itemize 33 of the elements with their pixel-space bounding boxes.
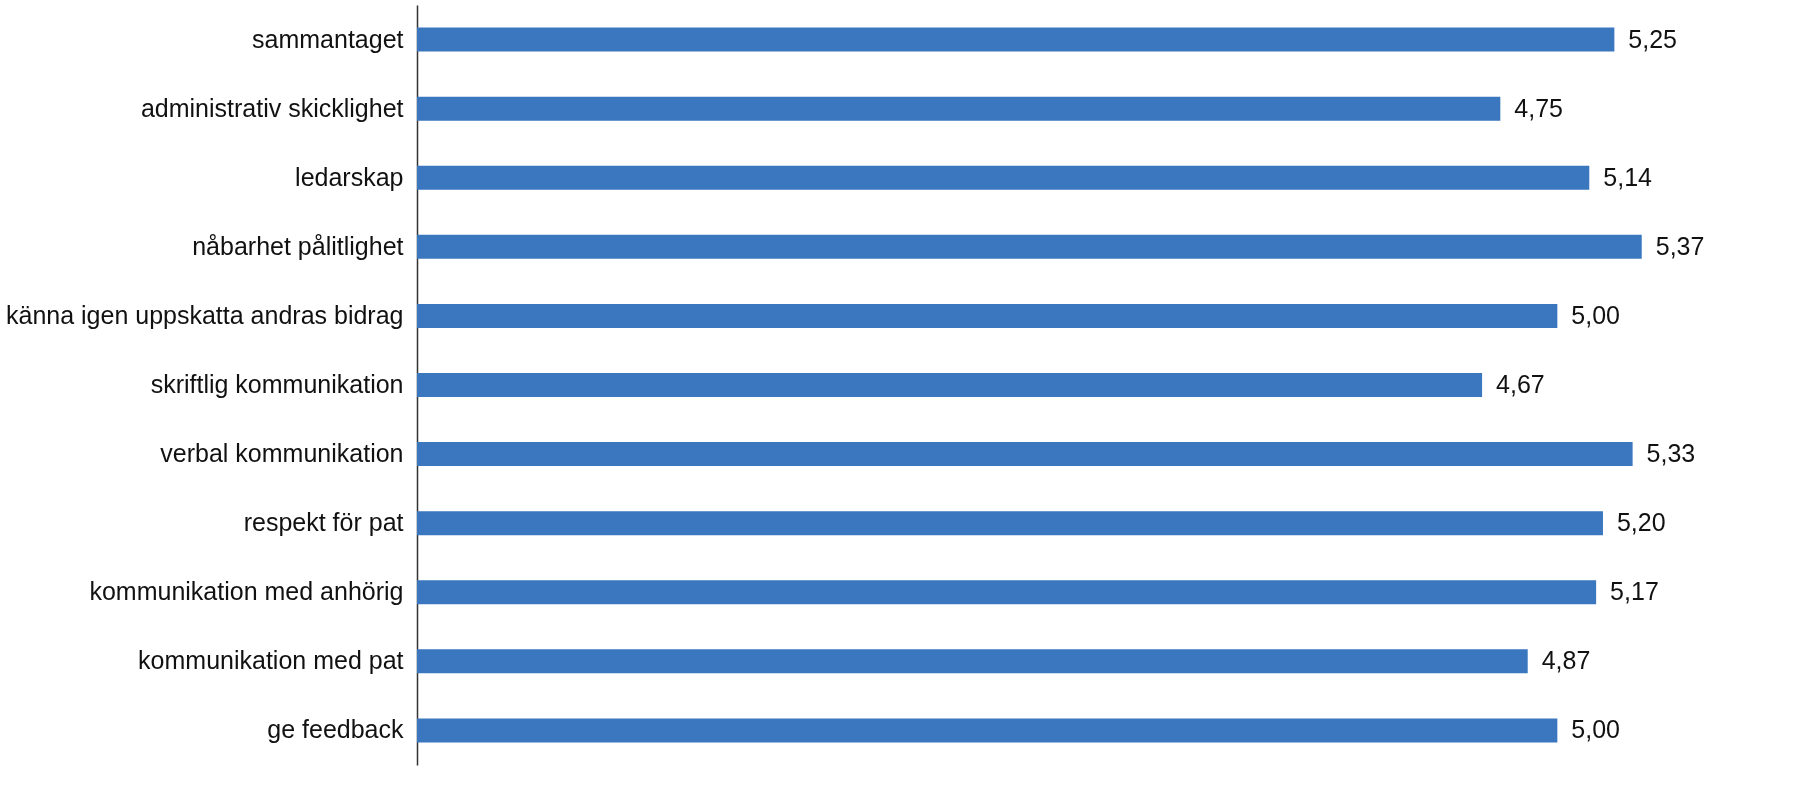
- bar: [417, 303, 1558, 328]
- bar: [417, 511, 1603, 536]
- y-tick-label: respekt för pat: [243, 508, 404, 537]
- data-label: 5,33: [1646, 439, 1696, 468]
- bar: [417, 649, 1528, 674]
- y-tick-label: känna igen uppskatta andras bidrag: [5, 300, 404, 329]
- bar: [417, 373, 1483, 397]
- y-tick-label: administrativ skicklighet: [140, 93, 404, 122]
- data-label: 5,00: [1571, 300, 1621, 329]
- data-label: 4,67: [1496, 370, 1545, 398]
- y-tick-label: verbal kommunikation: [160, 439, 404, 468]
- bar: [417, 580, 1597, 605]
- y-tick-label: kommunikation med anhörig: [89, 577, 404, 606]
- y-tick-label: ge feedback: [267, 715, 404, 744]
- bar: [417, 27, 1615, 52]
- data-label: 5,37: [1655, 231, 1705, 260]
- bar: [417, 718, 1558, 743]
- bar: [417, 96, 1501, 121]
- data-label: 4,87: [1541, 646, 1591, 675]
- y-tick-label: kommunikation med pat: [138, 646, 404, 675]
- data-label: 5,25: [1628, 24, 1678, 53]
- y-tick-label: skriftlig kommunikation: [150, 370, 404, 398]
- data-label: 4,75: [1514, 93, 1564, 122]
- data-label: 5,00: [1571, 715, 1621, 744]
- data-label: 5,20: [1616, 508, 1666, 537]
- data-label: 5,17: [1610, 577, 1659, 606]
- bar: [417, 234, 1642, 259]
- y-tick-label: sammantaget: [252, 24, 404, 53]
- y-tick-label: ledarskap: [295, 162, 404, 191]
- bar: [417, 442, 1633, 467]
- data-label: 5,14: [1603, 162, 1653, 191]
- bar: [417, 165, 1590, 190]
- y-tick-label: nåbarhet pålitlighet: [192, 231, 404, 260]
